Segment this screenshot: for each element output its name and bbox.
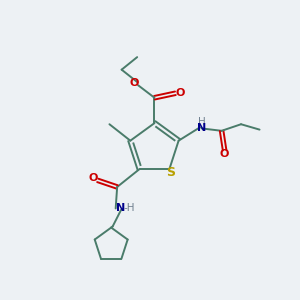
Text: N: N <box>197 123 206 134</box>
Text: S: S <box>167 166 176 179</box>
Text: O: O <box>176 88 185 98</box>
Text: N: N <box>116 203 126 213</box>
Text: O: O <box>89 173 98 183</box>
Text: O: O <box>130 78 139 88</box>
Text: -H: -H <box>123 203 135 213</box>
Text: O: O <box>220 149 229 159</box>
Text: H: H <box>198 117 206 127</box>
